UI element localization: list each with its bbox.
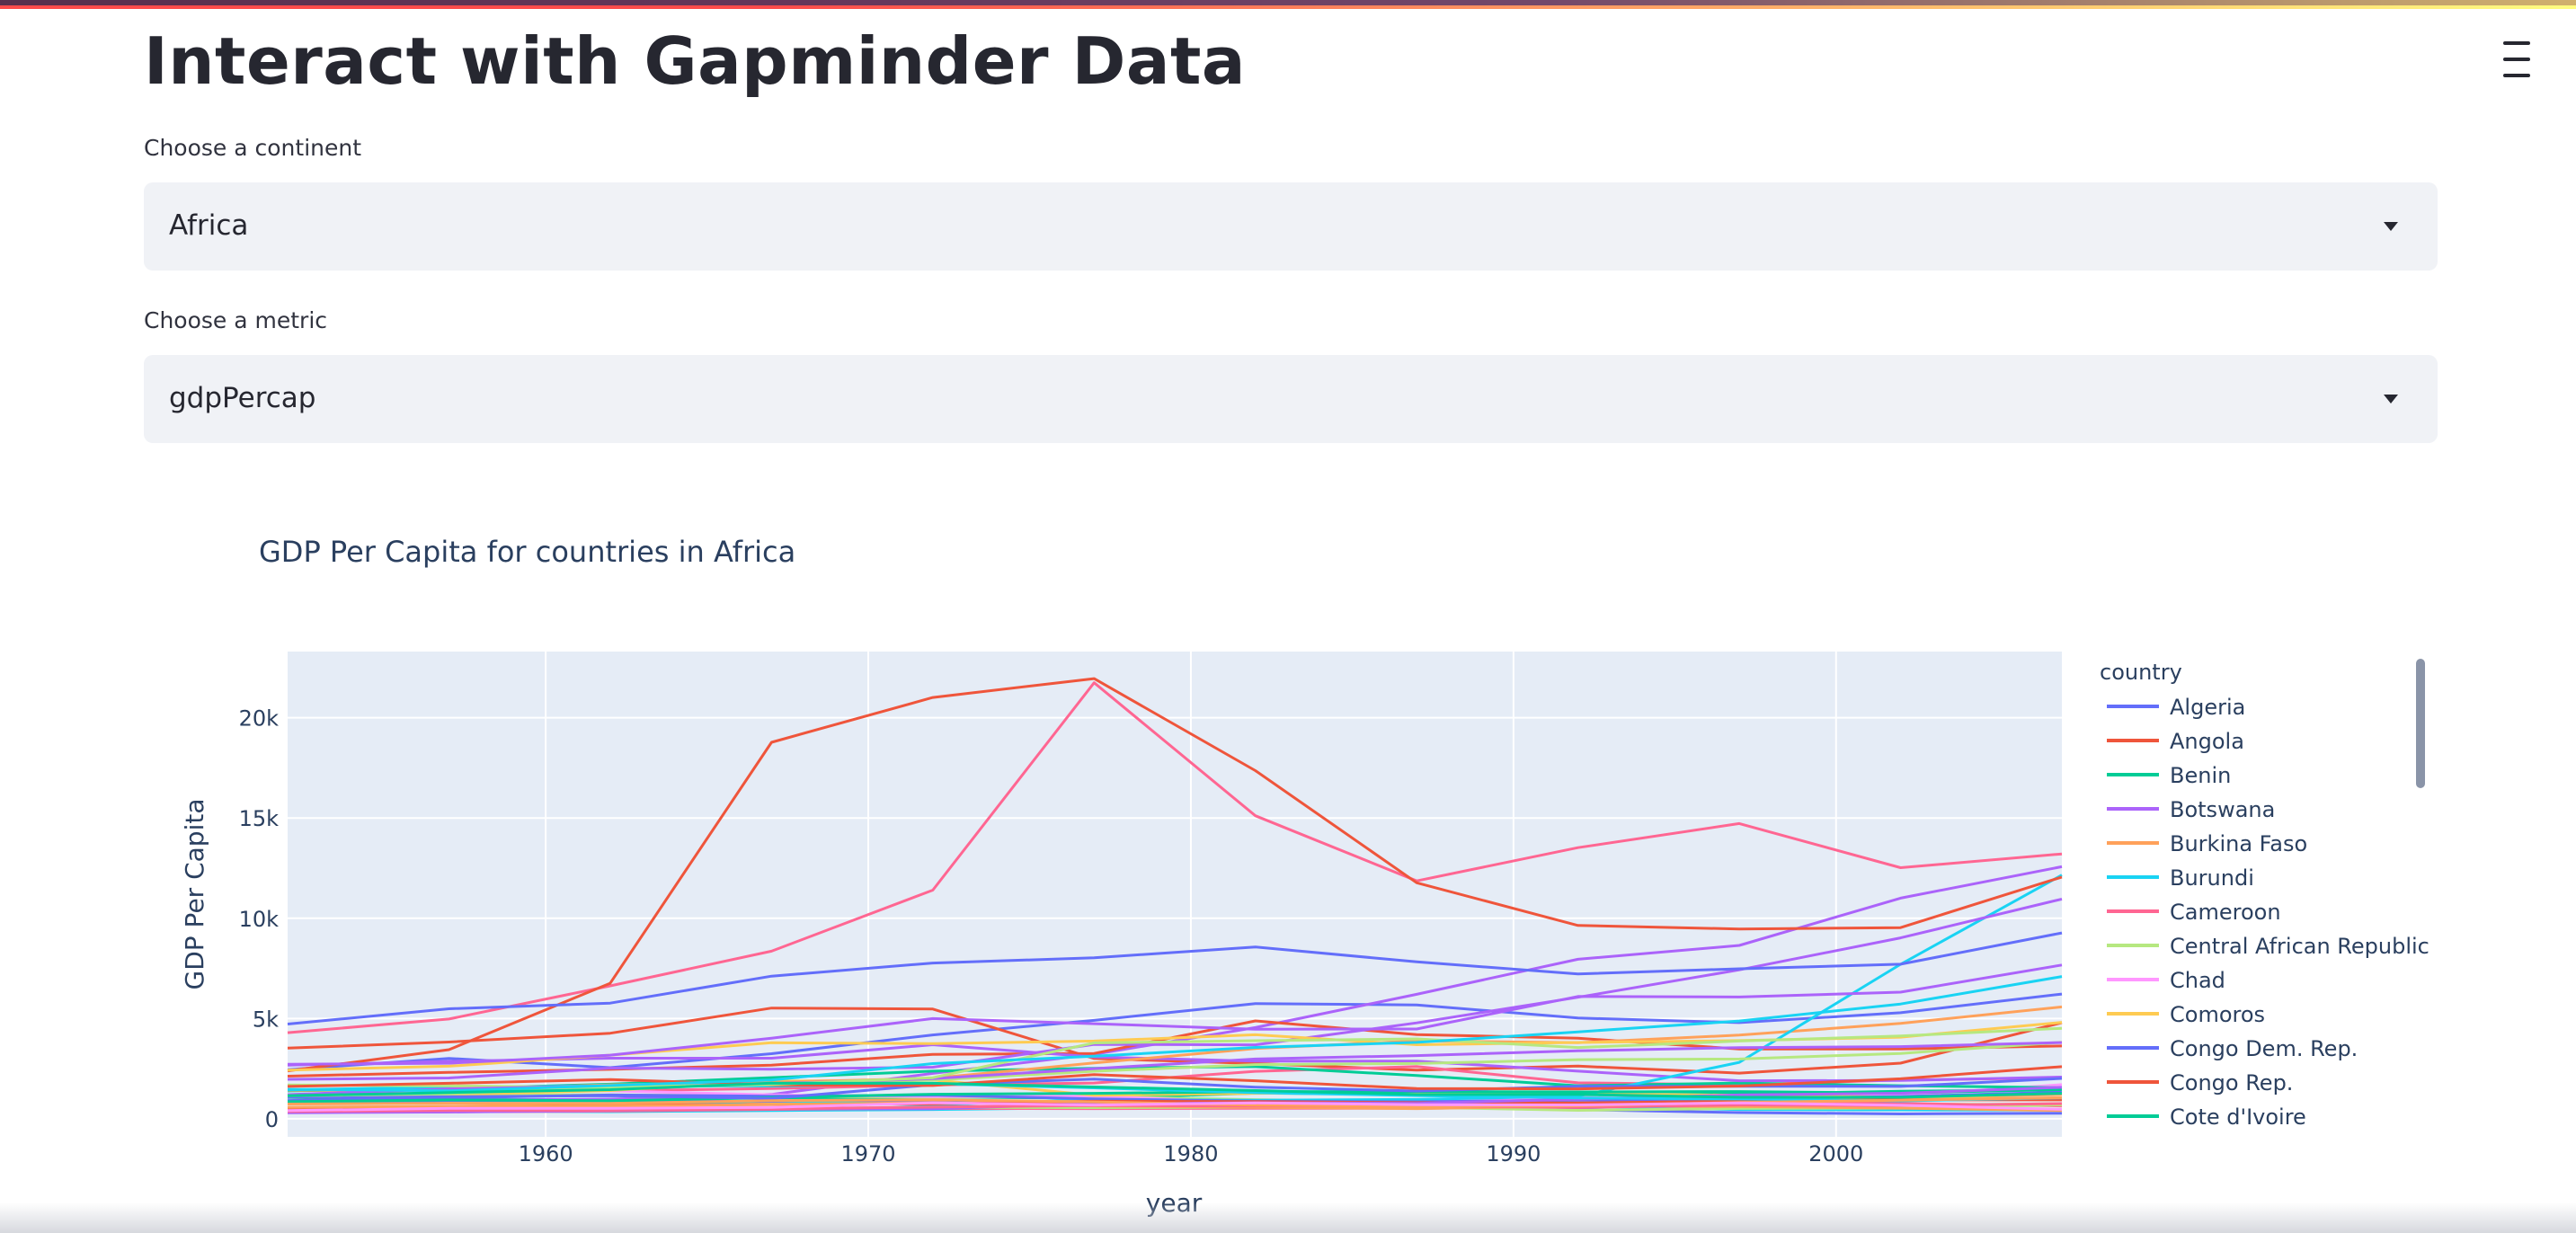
series-line[interactable]	[287, 677, 2063, 1073]
menu-line	[2503, 58, 2530, 61]
x-tick-label: 1980	[1163, 1141, 1218, 1166]
series-line[interactable]	[287, 1043, 2063, 1083]
legend-label: Comoros	[2170, 1002, 2265, 1027]
legend-title: country	[2100, 660, 2182, 685]
legend-scrollbar[interactable]	[2416, 659, 2425, 788]
y-tick-label: 20k	[239, 706, 280, 732]
chevron-down-icon	[2384, 222, 2398, 231]
page-title: Interact with Gapminder Data	[144, 23, 1246, 99]
series-line[interactable]	[287, 931, 2063, 1025]
ticks-layer: 1960 1970 1980 1990 2000 0 5k 10k 15k 20k	[239, 706, 1864, 1166]
series-line[interactable]	[287, 681, 2063, 1034]
continent-select-label: Choose a continent	[144, 135, 362, 161]
legend-item[interactable]: Congo Dem. Rep.	[2107, 1036, 2358, 1061]
metric-select-label: Choose a metric	[144, 307, 328, 333]
legend-label: Cote d'Ivoire	[2170, 1104, 2306, 1130]
x-tick-label: 1990	[1486, 1141, 1541, 1166]
series-line[interactable]	[287, 897, 2063, 1081]
continent-select-value: Africa	[169, 209, 249, 242]
legend-item[interactable]: Burundi	[2107, 865, 2254, 891]
metric-select-value: gdpPercap	[169, 382, 316, 414]
series-line[interactable]	[287, 963, 2063, 1066]
legend-label: Chad	[2170, 968, 2225, 993]
series-line[interactable]	[287, 1087, 2063, 1104]
series-line[interactable]	[287, 1007, 2063, 1075]
series-line[interactable]	[287, 975, 2063, 1093]
series-line[interactable]	[287, 1026, 2063, 1097]
chart-title: GDP Per Capita for countries in Africa	[259, 535, 795, 569]
legend-item[interactable]: Botswana	[2107, 797, 2275, 822]
top-decoration-bar	[0, 0, 2576, 9]
legend-label: Algeria	[2170, 695, 2245, 720]
y-tick-label: 5k	[253, 1007, 279, 1032]
series-line[interactable]	[287, 1101, 2063, 1113]
legend-item[interactable]: Algeria	[2107, 695, 2245, 720]
series-line[interactable]	[287, 1081, 2063, 1099]
legend-item[interactable]: Chad	[2107, 968, 2225, 993]
legend-label: Botswana	[2170, 797, 2275, 822]
legend[interactable]: Algeria Angola Benin Botswana Burkina Faso Bu…	[2107, 695, 2429, 1130]
legend-item[interactable]: Comoros	[2107, 1002, 2265, 1027]
legend-label: Central African Republic	[2170, 934, 2429, 959]
chart-svg: GDP Per Capita for countries in Africa 1…	[180, 535, 2429, 1218]
menu-line	[2503, 74, 2530, 77]
legend-item[interactable]: Angola	[2107, 729, 2244, 754]
series-line[interactable]	[287, 1065, 2063, 1091]
series-line[interactable]	[287, 992, 2063, 1071]
legend-item[interactable]: Cote d'Ivoire	[2107, 1104, 2306, 1130]
window-bottom-shadow	[0, 1202, 2576, 1233]
legend-label: Benin	[2170, 763, 2231, 788]
chevron-down-icon	[2384, 395, 2398, 404]
legend-label: Burkina Faso	[2170, 831, 2307, 856]
y-tick-label: 10k	[239, 907, 280, 932]
lines-layer	[287, 677, 2063, 1115]
legend-label: Cameroon	[2170, 900, 2281, 925]
x-tick-label: 1960	[519, 1141, 573, 1166]
y-axis-label: GDP Per Capita	[180, 799, 209, 990]
y-tick-label: 0	[265, 1107, 279, 1132]
series-line[interactable]	[287, 1077, 2063, 1100]
hamburger-menu-icon[interactable]	[2497, 41, 2536, 77]
legend-item[interactable]: Cameroon	[2107, 900, 2281, 925]
legend-label: Burundi	[2170, 865, 2254, 891]
continent-select[interactable]: Africa	[144, 182, 2438, 271]
legend-label: Angola	[2170, 729, 2244, 754]
legend-label: Congo Dem. Rep.	[2170, 1036, 2358, 1061]
x-tick-label: 1970	[840, 1141, 895, 1166]
series-line[interactable]	[287, 1102, 2063, 1113]
metric-select[interactable]: gdpPercap	[144, 355, 2438, 443]
y-tick-label: 15k	[239, 806, 280, 831]
legend-item[interactable]: Congo Rep.	[2107, 1070, 2293, 1096]
legend-item[interactable]: Burkina Faso	[2107, 831, 2307, 856]
x-tick-label: 2000	[1808, 1141, 1863, 1166]
legend-label: Congo Rep.	[2170, 1070, 2293, 1096]
legend-item[interactable]: Central African Republic	[2107, 934, 2429, 959]
menu-line	[2503, 41, 2530, 45]
legend-item[interactable]: Benin	[2107, 763, 2231, 788]
gdp-line-chart[interactable]: GDP Per Capita for countries in Africa 1…	[0, 476, 2576, 1233]
